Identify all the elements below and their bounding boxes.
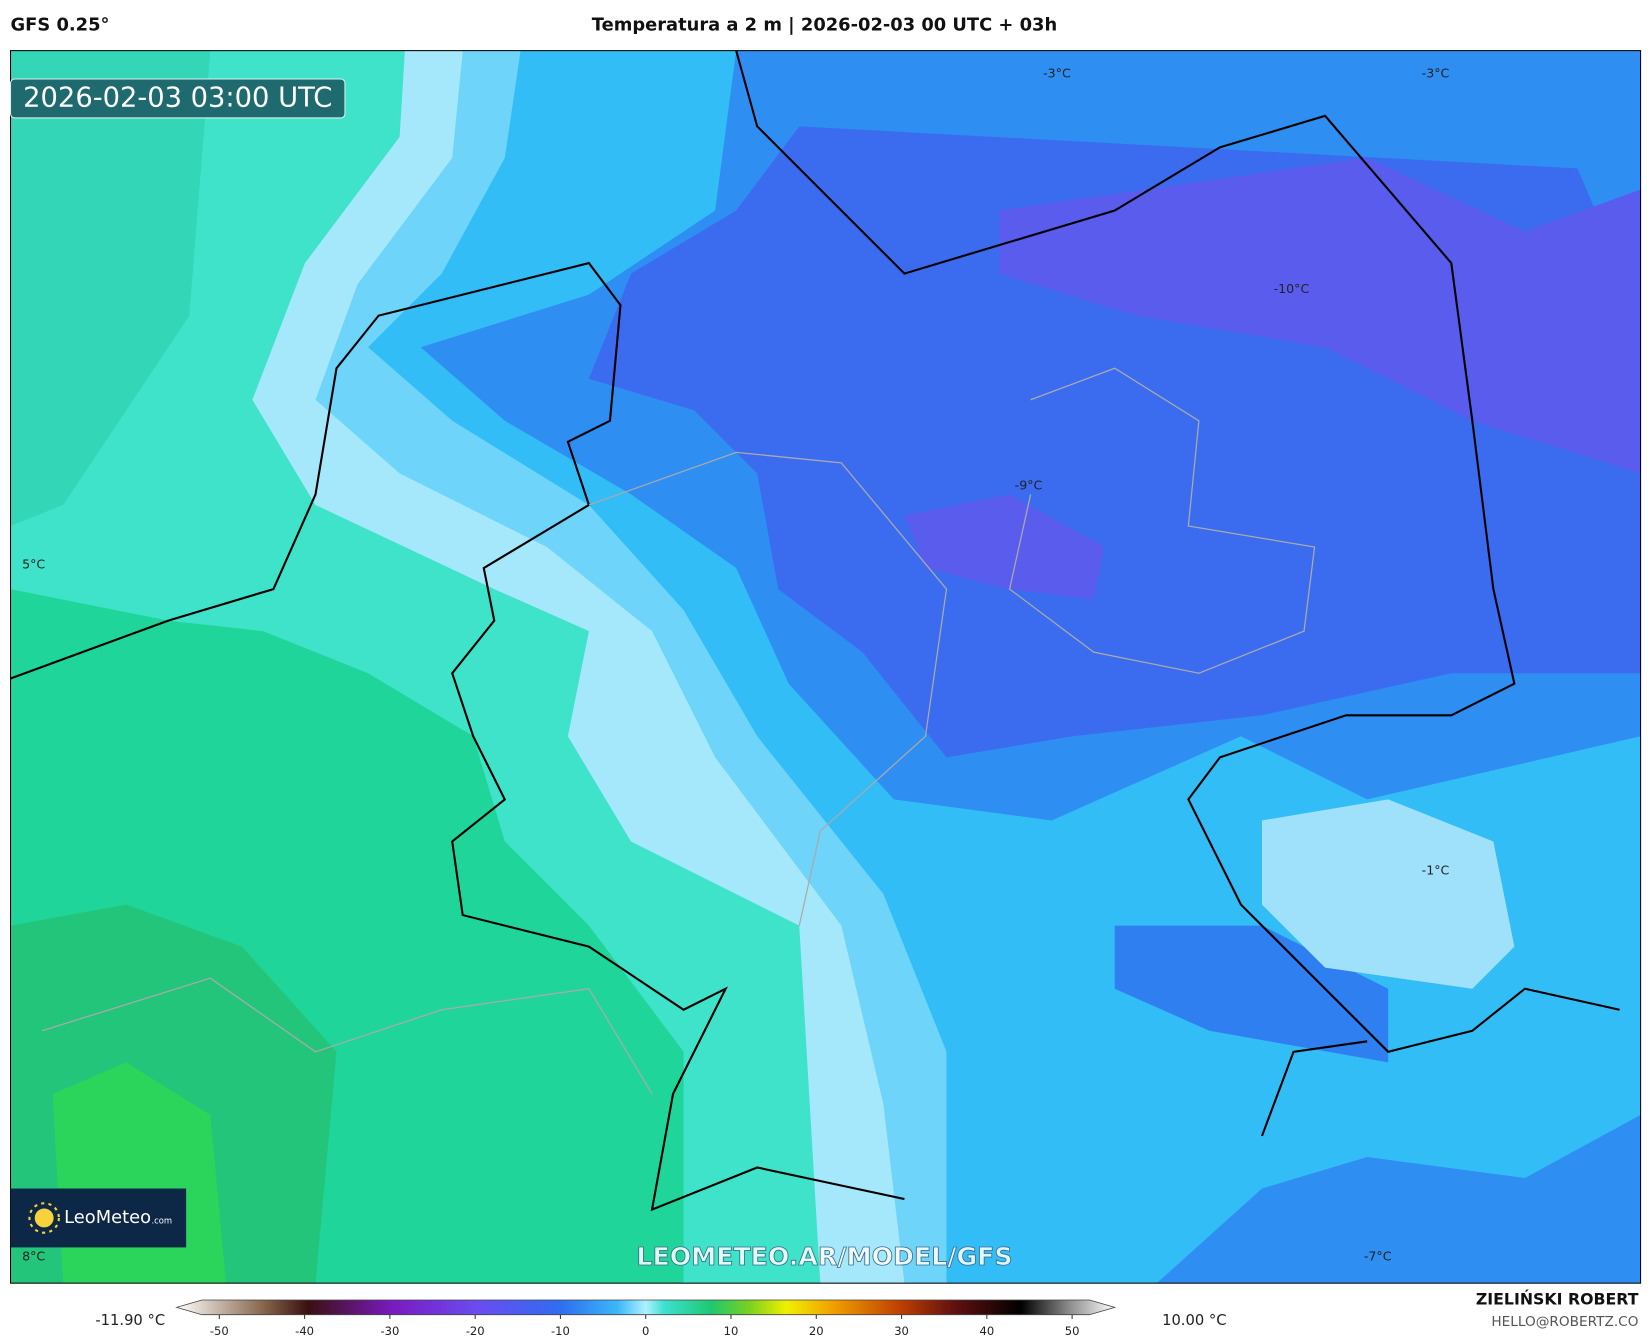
colorbar-tick-label: 0 (642, 1324, 649, 1338)
border-line (588, 451, 948, 926)
border-line (41, 977, 653, 1095)
contour-label: 5°C (22, 556, 45, 571)
colorbar-tick-label: -30 (380, 1324, 399, 1338)
model-name: GFS 0.25° (11, 14, 110, 35)
timestamp-badge (9, 78, 346, 119)
colorbar-tick-label: -20 (466, 1324, 485, 1338)
colorbar: -50 -40 -30 -20 -10 0 10 20 30 40 50 (175, 1299, 1117, 1338)
colorbar-tick-label: 10 (724, 1324, 739, 1338)
contour-label: -10°C (1274, 281, 1310, 296)
temperature-map (10, 50, 1641, 1284)
field-zone (10, 50, 211, 526)
logo-sun (34, 1208, 54, 1228)
field-zone (999, 157, 1641, 474)
colorbar-tick-label: 50 (1065, 1324, 1080, 1338)
contour-label: -3°C (1043, 65, 1071, 80)
border-line (1008, 367, 1316, 674)
contour-label: -3°C (1422, 65, 1450, 80)
contour-labels: -3°C -3°C -10°C -9°C 5°C -1°C 8°C -7°C (22, 65, 1449, 1263)
email: HELLO@ROBERTZ.CO (1491, 1314, 1638, 1330)
border-line (1261, 1040, 1368, 1137)
logo-rays (28, 1202, 60, 1234)
colorbar-max: 10.00 °C (1162, 1312, 1226, 1329)
field-zone (1261, 799, 1515, 989)
map-frame (9, 50, 1642, 1284)
colorbar-tick-label: 20 (809, 1324, 824, 1338)
timestamp: 2026-02-03 03:00 UTC (23, 83, 332, 114)
watermark: LEOMETEO.AR/MODEL/GFS (636, 1242, 1012, 1271)
colorbar-tick-label: -10 (551, 1324, 570, 1338)
border-line (735, 50, 1620, 1053)
coastline (10, 261, 905, 1212)
colorbar-tick-label: -50 (210, 1324, 229, 1338)
logo-name: LeoMeteo (64, 1207, 151, 1228)
contour-label: -9°C (1015, 478, 1043, 493)
field-zone (904, 494, 1105, 600)
field-zone (1156, 1114, 1641, 1284)
contour-label: -7°C (1364, 1248, 1392, 1263)
logo-suffix: .com (151, 1216, 172, 1226)
contour-label: -1°C (1422, 862, 1450, 877)
colorbar-tick-label: 30 (894, 1324, 909, 1338)
colorbar-min: -11.90 °C (95, 1312, 165, 1329)
map-title: Temperatura a 2 m | 2026-02-03 00 UTC + … (592, 14, 1057, 35)
colorbar-tick-label: 40 (979, 1324, 994, 1338)
colorbar-bar (175, 1299, 1117, 1316)
colorbar-tick-label: -40 (295, 1324, 314, 1338)
contour-label: 8°C (22, 1248, 45, 1263)
author: ZIELIŃSKI ROBERT (1476, 1289, 1639, 1308)
